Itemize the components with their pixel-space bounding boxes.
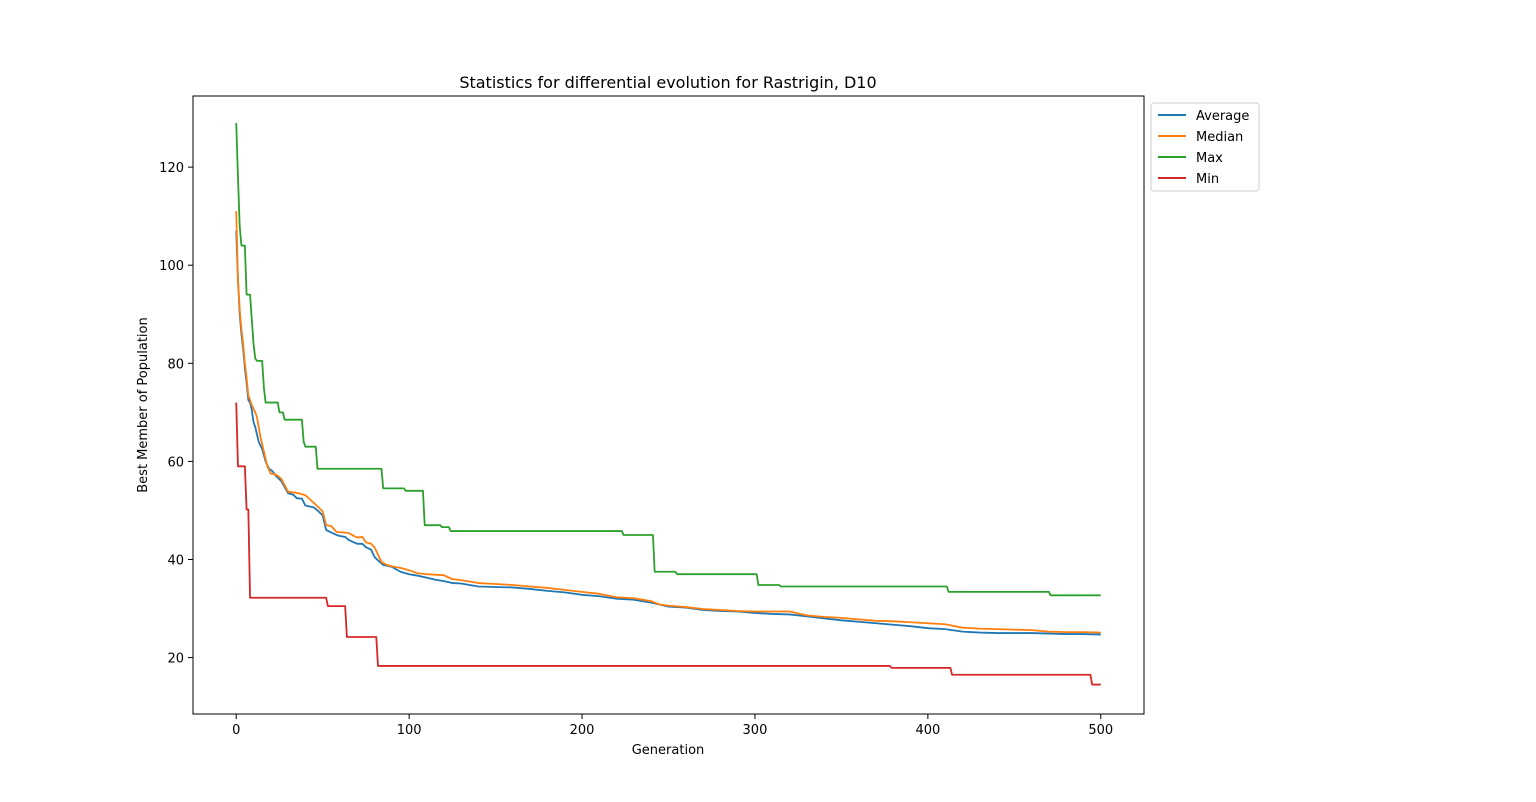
x-tick-label: 200	[570, 723, 595, 738]
y-tick-label: 120	[159, 161, 184, 176]
y-tick-label: 40	[167, 554, 184, 569]
series-line-max	[235, 122, 1101, 597]
x-tick-label: 400	[915, 723, 940, 738]
y-axis-label: Best Member of Population	[136, 317, 151, 493]
legend-label-average: Average	[1196, 109, 1249, 124]
legend-label-min: Min	[1196, 172, 1219, 187]
x-tick-label: 0	[232, 723, 240, 738]
x-tick-label: 300	[743, 723, 768, 738]
legend: Average Median Max Min	[1150, 102, 1260, 192]
x-tick-label: 500	[1088, 723, 1113, 738]
plot-lines	[235, 122, 1101, 686]
y-tick-label: 80	[167, 357, 184, 372]
y-tick-label: 20	[167, 652, 184, 667]
axes-frame	[192, 95, 1145, 715]
x-tick-label: 100	[397, 723, 422, 738]
x-axis-ticks: 0 100 200 300 400 500	[232, 714, 1113, 738]
series-line-median	[235, 211, 1101, 634]
legend-label-max: Max	[1196, 151, 1223, 166]
chart-title: Statistics for differential evolution fo…	[459, 73, 876, 92]
y-axis-ticks: 20 40 60 80 100 120	[159, 161, 193, 667]
y-tick-label: 100	[159, 259, 184, 274]
y-tick-label: 60	[167, 455, 184, 470]
series-line-min	[235, 402, 1101, 686]
legend-label-median: Median	[1196, 130, 1243, 145]
legend-frame	[1150, 102, 1260, 192]
x-axis-label: Generation	[632, 743, 705, 758]
